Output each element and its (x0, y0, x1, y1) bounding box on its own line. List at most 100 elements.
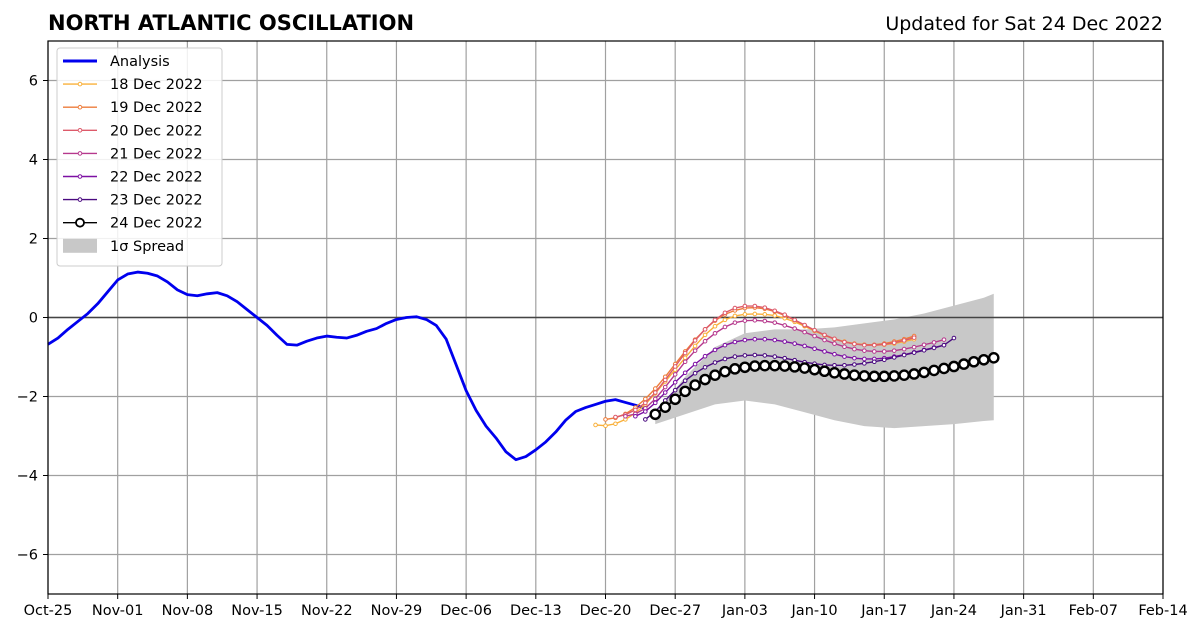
forecast-point-4-6 (692, 361, 698, 367)
legend-label-4: 21 Dec 2022 (110, 146, 203, 162)
forecast-point-5-19 (832, 362, 837, 368)
forecast-point-0-18 (772, 313, 778, 318)
forecast-point-5-27 (911, 350, 917, 355)
forecast-point-5-8 (722, 356, 728, 362)
forecast-point-4-17 (802, 343, 807, 349)
legend-label-7: 24 Dec 2022 (110, 216, 203, 232)
forecast-series-5 (643, 335, 957, 422)
forecast-point-1-0 (603, 417, 608, 422)
legend-item-8: 1σ Spread (63, 238, 184, 255)
y-axis-ticks: −6 −4 −2 0 2 4 6 (17, 74, 48, 564)
forecast-point-3-32 (941, 337, 947, 342)
x-tick-label-10: Jan-03 (721, 603, 768, 619)
forecast-point-2-26 (871, 342, 877, 348)
forecast-point-6-15 (798, 362, 811, 374)
forecast-point-6-10 (749, 360, 761, 372)
forecast-point-3-28 (901, 346, 907, 352)
forecast-point-5-24 (881, 357, 887, 363)
legend-box (56, 47, 223, 267)
forecast-point-3-26 (881, 349, 887, 354)
forecast-point-4-8 (712, 347, 718, 353)
forecast-point-2-2 (633, 407, 638, 413)
forecast-point-2-0 (613, 414, 618, 420)
legend-item-0: Analysis (63, 54, 170, 70)
forecast-point-6-33 (978, 353, 990, 366)
forecast-point-3-14 (762, 318, 768, 324)
forecast-point-6-20 (848, 369, 861, 381)
legend-marker-3 (77, 128, 83, 133)
x-tick-label-7: Dec-13 (510, 603, 562, 619)
forecast-point-6-5 (699, 373, 711, 386)
forecast-point-0-10 (692, 343, 698, 349)
forecast-point-6-19 (838, 368, 851, 380)
forecast-point-6-12 (768, 359, 781, 372)
forecast-point-5-11 (752, 352, 758, 358)
forecast-point-0-2 (613, 421, 618, 427)
legend-marker-5 (77, 174, 83, 179)
legend-marker-1 (77, 81, 83, 87)
legend-marker-6 (77, 197, 83, 202)
x-tick-label-0: Oct-25 (24, 603, 73, 619)
x-axis-ticks: Oct-25 Nov-01 Nov-08 Nov-15 Nov-22 Nov-29 Dec-… (24, 594, 1188, 619)
forecast-point-0-9 (682, 355, 688, 361)
forecast-point-0-12 (712, 323, 718, 329)
x-tick-label-13: Jan-24 (930, 603, 977, 619)
forecast-point-4-10 (732, 339, 738, 345)
y-tick-label-1: −4 (17, 469, 38, 485)
forecast-point-6-9 (739, 361, 751, 374)
forecast-point-4-11 (742, 337, 748, 343)
forecast-point-3-30 (921, 342, 927, 348)
forecast-point-3-3 (652, 396, 658, 402)
forecast-point-2-5 (662, 377, 668, 383)
forecast-point-0-0 (593, 422, 598, 428)
legend-item-5: 22 Dec 2022 (63, 170, 203, 186)
forecast-point-3-7 (692, 348, 698, 353)
x-tick-label-5: Nov-29 (371, 603, 423, 619)
forecast-point-3-16 (782, 323, 787, 328)
forecast-point-4-0 (633, 413, 638, 419)
forecast-point-6-18 (828, 366, 841, 379)
forecast-point-2-23 (842, 339, 847, 345)
legend-swatch-8 (63, 238, 97, 253)
legend-label-0: Analysis (110, 54, 170, 70)
forecast-point-5-30 (941, 342, 947, 348)
forecast-point-5-29 (931, 345, 937, 351)
forecast-point-2-4 (652, 390, 658, 395)
forecast-point-5-10 (742, 353, 748, 358)
spread-band (655, 293, 994, 429)
x-tick-label-14: Jan-31 (1000, 603, 1047, 619)
forecast-point-6-0 (649, 408, 662, 421)
forecast-point-6-32 (968, 355, 980, 368)
forecast-point-2-13 (742, 303, 748, 309)
forecast-point-2-19 (802, 322, 807, 328)
forecast-point-3-27 (891, 348, 897, 353)
forecast-point-5-20 (842, 362, 847, 368)
forecast-point-3-0 (623, 413, 628, 419)
forecast-point-4-14 (772, 337, 778, 343)
forecast-point-2-24 (852, 341, 857, 347)
forecast-point-2-3 (643, 400, 648, 406)
forecast-point-5-25 (891, 355, 897, 360)
forecast-series-6 (649, 351, 1000, 421)
forecast-layer (593, 303, 1000, 429)
forecast-point-6-25 (898, 369, 910, 381)
forecast-point-5-3 (672, 387, 678, 393)
forecast-point-6-29 (938, 362, 950, 375)
forecast-point-3-24 (862, 348, 867, 353)
forecast-point-3-31 (931, 340, 937, 345)
chart-subtitle: Updated for Sat 24 Dec 2022 (885, 13, 1163, 35)
legend-marker-2 (77, 104, 83, 110)
forecast-point-2-6 (672, 364, 678, 369)
y-tick-label-2: −2 (17, 390, 38, 406)
legend-marker-4 (77, 151, 83, 156)
forecast-point-6-21 (858, 370, 871, 382)
y-tick-label-6: 6 (29, 74, 38, 90)
x-tick-label-6: Dec-06 (440, 603, 492, 619)
forecast-point-1-4 (643, 396, 648, 402)
forecast-point-5-13 (772, 354, 778, 359)
forecast-point-3-13 (752, 317, 758, 323)
legend-label-6: 23 Dec 2022 (110, 193, 203, 209)
x-tick-label-16: Feb-14 (1138, 603, 1187, 619)
forecast-point-4-20 (832, 351, 837, 357)
